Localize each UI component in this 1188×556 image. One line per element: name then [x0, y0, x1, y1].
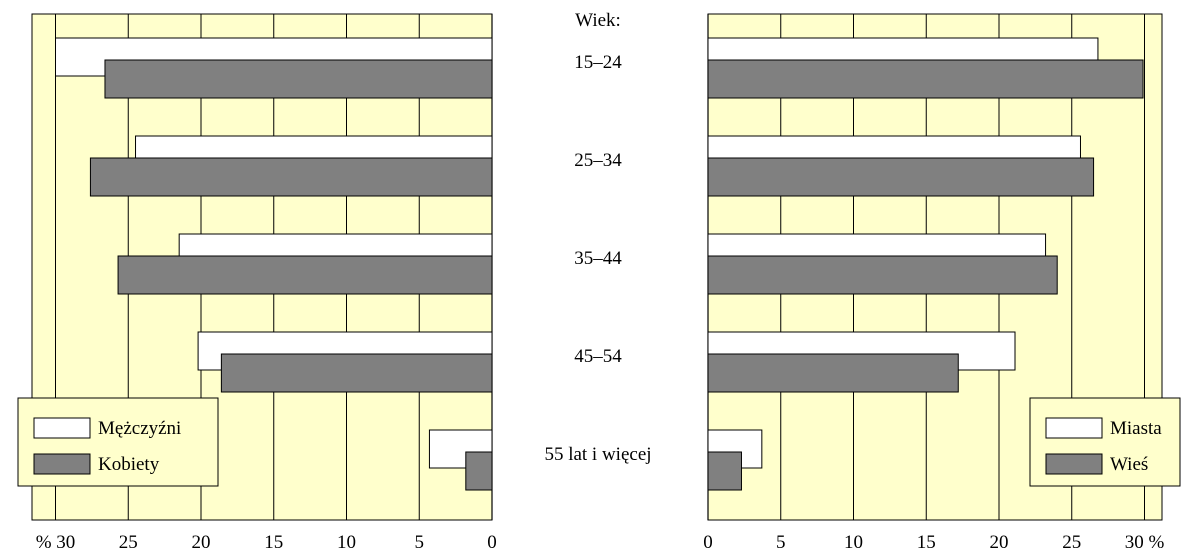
left-legend: Mężczyźni Kobiety [17, 397, 219, 487]
left-tick-label: 20 [192, 532, 211, 553]
age-axis: Wiek: 15–24 25–34 35–44 45–54 55 lat i więce… [544, 10, 651, 465]
age-group-label: 25–34 [574, 150, 622, 171]
right-legend-label: Wieś [1110, 454, 1148, 475]
left-tick-label: 0 [487, 532, 497, 553]
age-group-label: 55 lat i więcej [544, 444, 651, 465]
right-legend-swatch [1045, 417, 1103, 439]
left-tick-label: 5 [415, 532, 425, 553]
left-tick-label: 15 [264, 532, 283, 553]
left-bar-series2 [104, 59, 493, 99]
left-legend-label: Kobiety [98, 454, 160, 475]
right-tick-label: 15 [917, 532, 936, 553]
age-group-label: 45–54 [574, 346, 622, 367]
left-tick-label: 10 [337, 532, 356, 553]
left-bar-series2 [117, 255, 493, 295]
left-bar-series2 [89, 157, 493, 197]
left-legend-swatch [33, 453, 91, 475]
age-group-label: 35–44 [574, 248, 622, 269]
right-chart-panel: 0 5 10 15 20 25 30 % Miasta Wieś [703, 13, 1181, 553]
right-legend-label: Miasta [1110, 418, 1162, 439]
right-tick-label: 10 [844, 532, 863, 553]
right-tick-label: 30 % [1125, 532, 1165, 553]
right-bar-series2 [707, 451, 742, 491]
left-chart-panel: % 30 25 20 15 10 5 0 Mężczyźni Kobiety [17, 13, 497, 553]
right-bar-series2 [707, 255, 1058, 295]
left-legend-label: Mężczyźni [98, 418, 181, 439]
left-tick-label: 25 [119, 532, 138, 553]
right-bar-series2 [707, 59, 1144, 99]
right-legend: Miasta Wieś [1029, 397, 1181, 487]
left-legend-swatch [33, 417, 91, 439]
right-legend-swatch [1045, 453, 1103, 475]
right-bar-series2 [707, 157, 1095, 197]
age-group-label: 15–24 [574, 52, 622, 73]
left-tick-label: % 30 [36, 532, 76, 553]
left-bar-series2 [220, 353, 493, 393]
age-axis-title: Wiek: [575, 10, 621, 31]
right-tick-label: 20 [990, 532, 1009, 553]
right-bar-series2 [707, 353, 959, 393]
left-bar-series2 [465, 451, 493, 491]
right-tick-label: 25 [1062, 532, 1081, 553]
right-tick-label: 5 [776, 532, 786, 553]
right-tick-label: 0 [703, 532, 713, 553]
